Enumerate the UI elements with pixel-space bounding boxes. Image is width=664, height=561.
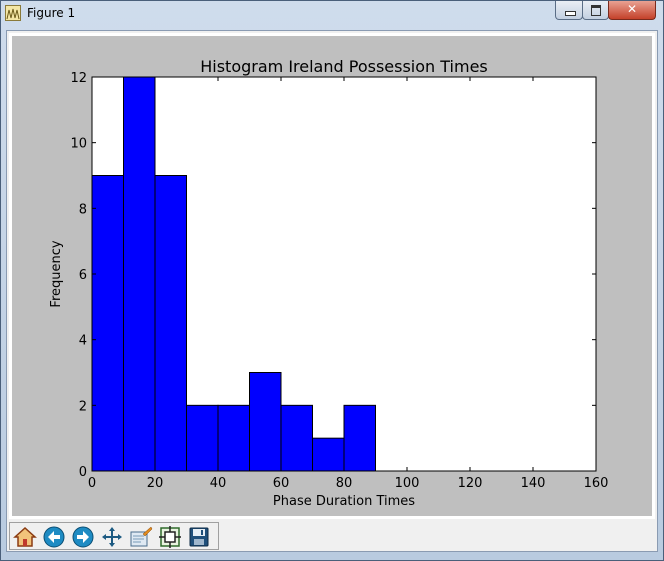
home-button[interactable] <box>12 526 38 548</box>
navigation-toolbar <box>7 520 657 551</box>
histogram-bar <box>154 175 187 472</box>
zoom-rect-icon <box>130 526 153 547</box>
maximize-button[interactable] <box>582 1 609 20</box>
client-area: 0 20 40 60 80 100 120 140 160 0 2 4 6 8 10 12 Histogra… <box>6 30 658 552</box>
zoom-button[interactable] <box>128 526 154 548</box>
y-tick-label: 10 <box>70 137 87 152</box>
floppy-disk-icon <box>189 527 209 547</box>
x-tick-label: 120 <box>458 476 483 491</box>
histogram-bar <box>280 404 313 472</box>
x-tick-label: 80 <box>336 476 353 491</box>
x-tick-label: 100 <box>395 476 420 491</box>
x-tick-label: 60 <box>273 476 290 491</box>
subplots-icon <box>159 526 181 548</box>
y-tick-label: 8 <box>79 202 87 217</box>
figure-canvas[interactable]: 0 20 40 60 80 100 120 140 160 0 2 4 6 8 10 12 Histogra… <box>9 33 655 519</box>
pan-button[interactable] <box>99 526 125 548</box>
x-tick-label: 20 <box>147 476 164 491</box>
toolbar-button-group <box>9 522 219 550</box>
save-button[interactable] <box>186 526 212 548</box>
x-tick-label: 140 <box>521 476 546 491</box>
home-icon <box>13 526 37 547</box>
y-axis-label: Frequency <box>49 240 64 307</box>
y-tick-label: 6 <box>79 268 87 283</box>
x-axis-label: Phase Duration Times <box>273 494 415 509</box>
app-icon <box>5 5 21 21</box>
histogram-bar <box>249 372 282 472</box>
y-tick-label: 12 <box>70 71 87 86</box>
back-button[interactable] <box>41 526 67 548</box>
window-title: Figure 1 <box>27 6 76 20</box>
histogram-chart: 0 20 40 60 80 100 120 140 160 0 2 4 6 8 10 12 Histogra… <box>49 57 609 509</box>
forward-button[interactable] <box>70 526 96 548</box>
minimize-button[interactable] <box>555 1 583 20</box>
title-bar[interactable]: Figure 1 <box>1 1 663 27</box>
close-button[interactable] <box>608 1 656 20</box>
histogram-bar <box>312 437 345 472</box>
forward-arrow-icon <box>72 526 94 548</box>
y-tick-label: 4 <box>79 334 87 349</box>
configure-subplots-button[interactable] <box>157 526 183 548</box>
histogram-bar <box>343 404 376 472</box>
move-icon <box>102 527 122 547</box>
histogram-bar <box>91 175 124 472</box>
y-tick-label: 2 <box>79 399 87 414</box>
x-tick-label: 40 <box>210 476 227 491</box>
chart-title: Histogram Ireland Possession Times <box>200 57 488 76</box>
histogram-bar <box>123 76 156 472</box>
histogram-bar <box>217 404 250 472</box>
x-tick-label: 160 <box>584 476 609 491</box>
histogram-bar <box>186 404 219 472</box>
x-tick-label: 0 <box>88 476 96 491</box>
y-tick-label: 0 <box>79 465 87 480</box>
back-arrow-icon <box>43 526 65 548</box>
